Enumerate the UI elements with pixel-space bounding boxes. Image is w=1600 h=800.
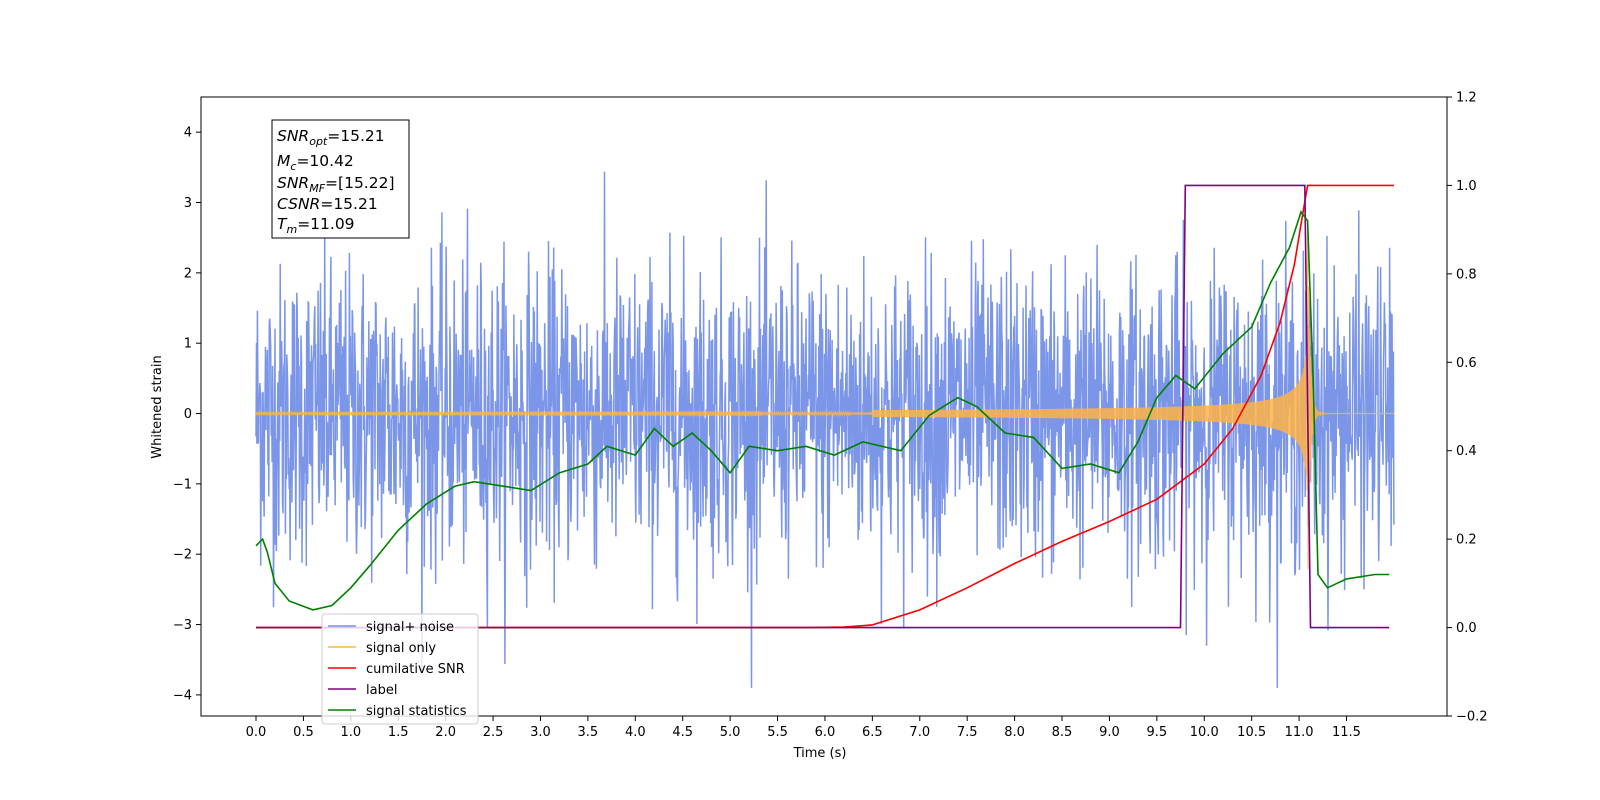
y-tick-label: −2 — [173, 548, 192, 563]
x-tick-label: 9.5 — [1146, 725, 1167, 740]
y-tick-label: 3 — [184, 196, 192, 211]
series-signal-noise — [255, 171, 1395, 688]
x-tick-label: 0.5 — [293, 725, 314, 740]
x-tick-label: 4.0 — [625, 725, 646, 740]
y2-tick-label: 1.0 — [1456, 179, 1477, 194]
y2-tick-label: 0.8 — [1456, 267, 1477, 282]
y-tick-label: 4 — [184, 126, 192, 141]
plot-frame — [200, 96, 1448, 717]
info-csnr: CSNR=15.21 — [277, 195, 378, 213]
info-mc: Mc=10.42 — [277, 152, 354, 173]
x-tick-label: 0.0 — [246, 725, 267, 740]
x-tick-label: 11.0 — [1285, 725, 1314, 740]
x-tick-label: 2.0 — [435, 725, 456, 740]
y-tick-label: 2 — [184, 266, 192, 281]
y2-tick-label: 0.6 — [1456, 356, 1477, 371]
series-cumulative-snr — [256, 184, 1394, 629]
x-tick-label: 3.0 — [530, 725, 551, 740]
info-snr-mf: SNRMF=[15.22] — [277, 174, 395, 195]
y2-tick-label: 1.2 — [1456, 91, 1477, 106]
x-tick-label: 7.0 — [909, 725, 930, 740]
info-tm: Tm=11.09 — [277, 215, 355, 236]
x-tick-label: 7.5 — [957, 725, 978, 740]
x-tick-label: 1.0 — [340, 725, 361, 740]
x-tick-label: 10.5 — [1237, 725, 1266, 740]
x-tick-label: 11.5 — [1332, 725, 1361, 740]
x-axis-title: Time (s) — [793, 746, 847, 761]
x-tick-label: 3.5 — [578, 725, 599, 740]
y2-tick-label: 0.2 — [1456, 533, 1477, 548]
x-tick-label: 6.0 — [815, 725, 836, 740]
y-tick-label: −3 — [173, 618, 192, 633]
x-tick-label: 6.5 — [862, 725, 883, 740]
x-tick-label: 9.0 — [1099, 725, 1120, 740]
series-label — [256, 184, 1390, 629]
y2-tick-label: 0.0 — [1456, 621, 1477, 636]
legend-label-signal-statistics: signal statistics — [366, 704, 467, 719]
x-tick-label: 1.5 — [388, 725, 409, 740]
y-tick-label: 1 — [184, 337, 192, 352]
y-tick-label: −1 — [173, 477, 192, 492]
y-tick-label: −4 — [173, 688, 192, 703]
y2-tick-label: −0.2 — [1456, 710, 1488, 725]
axes: 0.0 0.5 1.0 1.5 2.0 2.5 3.0 3.5 4.0 4.5 5.0 5.5 6.0 6… — [173, 91, 1488, 741]
y-tick-label: 0 — [184, 407, 192, 422]
x-tick-label: 8.0 — [1004, 725, 1025, 740]
x-tick-label: 4.5 — [672, 725, 693, 740]
x-tick-label: 2.5 — [483, 725, 504, 740]
x-tick-label: 8.5 — [1052, 725, 1073, 740]
x-tick-label: 10.0 — [1190, 725, 1219, 740]
plot-area — [255, 171, 1395, 688]
y-axis-title: Whitened strain — [150, 355, 165, 458]
series-signal-statistics — [255, 210, 1390, 611]
legend: signal+ noise signal only cumilative SNR… — [321, 613, 479, 725]
series-signal-only — [255, 223, 1394, 570]
info-snr-opt: SNRopt=15.21 — [277, 127, 385, 148]
legend-label-signal-only: signal only — [366, 641, 436, 656]
info-box: SNRopt=15.21 Mc=10.42 SNRMF=[15.22] CSNR… — [271, 119, 410, 239]
legend-label-cumulative-snr: cumilative SNR — [366, 662, 465, 677]
y2-tick-label: 0.4 — [1456, 444, 1477, 459]
legend-label-label: label — [366, 683, 397, 698]
x-tick-label: 5.0 — [720, 725, 741, 740]
legend-label-signal-noise: signal+ noise — [366, 620, 454, 635]
x-tick-label: 5.5 — [767, 725, 788, 740]
